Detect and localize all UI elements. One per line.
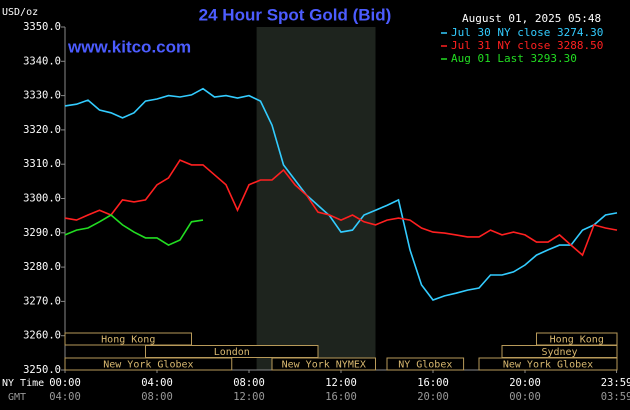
x-tick-label: 04:00 [141, 377, 173, 389]
gmt-tick-label: 04:00 [49, 391, 81, 403]
y-tick-label: 3260.0 [23, 330, 61, 342]
y-tick-label: 3340.0 [23, 55, 61, 67]
session-label: Hong Kong [550, 335, 604, 346]
session-box [478, 357, 618, 371]
y-tick-label: 3270.0 [23, 295, 61, 307]
y-tick-label: 3330.0 [23, 90, 61, 102]
x-tick-label: 16:00 [417, 377, 449, 389]
x-tick-label: 20:00 [509, 377, 541, 389]
price-line [64, 87, 618, 301]
legend-label: Jul 30 NY close 3274.30 [451, 26, 603, 39]
y-tick-label: 3280.0 [23, 261, 61, 273]
chart-title: 24 Hour Spot Gold (Bid) [199, 5, 392, 24]
y-tick-label: 3350.0 [23, 21, 61, 33]
session-label: London [214, 347, 250, 358]
price-line [64, 214, 204, 247]
session-label: NY Globex [398, 360, 452, 371]
session-label: New York Globex [103, 360, 193, 371]
gmt-tick-label: 00:00 [509, 391, 541, 403]
y-tick-label: 3300.0 [23, 193, 61, 205]
x-tick-label: 08:00 [233, 377, 265, 389]
y-tick-label: 3320.0 [23, 124, 61, 136]
gmt-tick-label: 12:00 [233, 391, 265, 403]
gmt-tick-label: 03:59 [601, 391, 630, 403]
session-box [271, 357, 376, 371]
y-tick-label: 3310.0 [23, 158, 61, 170]
session-label: New York NYMEX [282, 360, 366, 371]
timestamp: August 01, 2025 05:48 [462, 12, 601, 25]
session-box [386, 357, 465, 371]
y-tick-label: 3250.0 [23, 364, 61, 376]
highlight-band [256, 27, 376, 370]
watermark: www.kitco.com [67, 37, 191, 56]
x-tick-label: 00:00 [49, 377, 81, 389]
x-row-label: NY Time [2, 378, 44, 389]
legend-label: Jul 31 NY close 3288.50 [451, 39, 603, 52]
x-row-label: GMT [8, 392, 26, 403]
session-label: Sydney [541, 347, 577, 358]
session-label: New York Globex [503, 360, 593, 371]
price-line [64, 159, 618, 257]
x-tick-label: 23:59 [601, 377, 630, 389]
x-tick-label: 12:00 [325, 377, 357, 389]
gmt-tick-label: 20:00 [417, 391, 449, 403]
legend-label: Aug 01 Last 3293.30 [451, 52, 577, 65]
gmt-tick-label: 08:00 [141, 391, 173, 403]
session-box [64, 357, 233, 371]
session-label: Hong Kong [101, 335, 155, 346]
y-axis-label: USD/oz [2, 7, 38, 18]
gmt-tick-label: 16:00 [325, 391, 357, 403]
y-tick-label: 3290.0 [23, 227, 61, 239]
session-box [64, 332, 192, 346]
